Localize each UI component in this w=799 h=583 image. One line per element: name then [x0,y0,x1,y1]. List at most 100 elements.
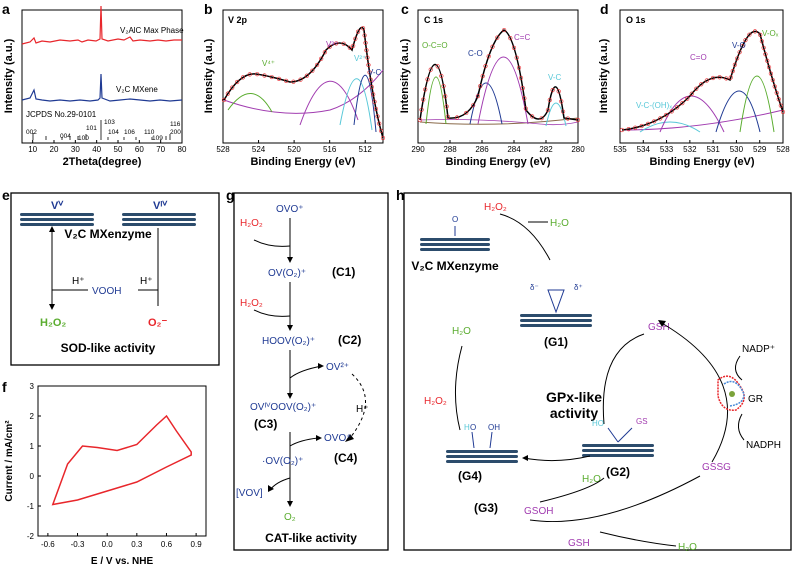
h-arrow-g1-g2 [602,333,645,425]
raw-data-point [341,41,346,46]
raw-data-point [545,108,551,113]
g-c3-species: OVᴵⱽOOV(O₂)⁺ [250,402,316,413]
x-tick-label: 532 [683,145,697,154]
h-nadp: NADP⁺ [742,344,775,355]
raw-data-point [423,87,428,92]
h-h2o-a: H₂O [550,218,569,229]
raw-data-point [362,33,367,38]
g-vov: [VOV] [236,488,263,499]
b-fit [223,26,384,139]
raw-data-point [360,26,366,31]
series-v2alc [21,5,182,45]
raw-data-point [298,77,303,82]
d-fit [621,30,784,131]
sheet-right [122,213,196,226]
raw-data-point [699,82,704,87]
c-peak-co [469,82,503,125]
g-c1-species: OV(O₂)⁺ [268,268,306,279]
x-tick-label: 524 [252,145,266,154]
raw-data-point [353,36,358,41]
raw-data-point [730,68,735,74]
e-arrowhead-up [49,226,55,232]
c-label-ocoo: O-C=O [422,41,448,50]
raw-data-point [522,96,527,101]
panel-a-xrd-chart: V₂AlC Max Phase V₂C MXene JCPDS No.29-01… [3,5,187,168]
h-h2o-c: H₂O [582,474,601,485]
h-arrowhead-g2-g4 [522,455,528,461]
raw-data-point [378,128,384,133]
panel-h-label: h [396,187,405,203]
x-tick-label: 282 [539,145,553,154]
panel-d-title: O 1s [626,15,646,25]
d-label-vo: V-O [732,41,746,50]
x-tick-label: 512 [359,145,373,154]
panel-e-sod: Vⱽ Vᴵⱽ V₂C MXenzyme H⁺ H⁺ VOOH H₂O₂ O₂⁻ … [10,192,220,366]
h-enzyme-label: V₂C MXenzyme [411,259,499,273]
raw-data-point [575,117,581,123]
g-c2-label: (C2) [338,333,361,347]
c-peak-ocoo [425,76,447,125]
peak-100: 100 [78,135,89,142]
h-arrow-left [455,345,463,431]
raw-data-point [464,110,469,116]
g-o2: O₂ [284,512,296,523]
y-tick-label: 1 [30,442,35,451]
raw-data-point [732,62,737,67]
panel-d-xticks: 535 534 533 532 531 530 529 528 [613,140,790,154]
d-label-cvoh: V-C-(OH)ₓ [636,101,672,110]
jcpds-label: JCPDS No.29-0101 [26,110,97,119]
raw-data-point [759,39,765,44]
panel-a-frame [21,9,183,144]
raw-data-point [743,38,748,43]
raw-data-point [475,94,481,99]
raw-data-point [704,78,709,83]
x-tick-label: 40 [92,145,101,154]
h-g4-o: O [470,423,476,432]
raw-data-point [559,99,564,104]
raw-data-point [478,84,483,89]
x-tick-label: 516 [323,145,337,154]
raw-data-point [428,67,433,72]
x-tick-label: 530 [730,145,744,154]
x-tick-label: 0.0 [102,540,114,549]
peak-004: 004 [60,133,71,140]
g-hplus: H⁺ [356,404,369,415]
raw-data-point [435,64,440,69]
panel-h-frame [403,192,792,551]
raw-data-point [565,116,570,121]
g-curve-2 [253,309,291,317]
raw-data-point [373,106,379,112]
raw-data-point [508,36,513,41]
g-c2-species: HOOV(O₂)⁺ [262,336,315,347]
raw-data-point [319,56,324,61]
raw-data-point [372,99,377,104]
panel-c-xticks: 290 288 286 284 282 280 [411,140,585,154]
v2c-label: V₂C MXene [116,85,158,94]
raw-data-point [663,112,669,118]
h-g2-gs: GS [636,417,648,426]
panel-g-frame [233,192,389,551]
x-tick-label: 520 [287,145,301,154]
panel-e-label: e [2,187,10,203]
panel-a-xticks: 10 20 30 40 50 60 70 80 [28,140,187,154]
v5-label: Vⱽ [51,200,64,212]
panel-f-label: f [2,379,7,395]
b-label-vc: V-C [368,68,382,77]
panel-b-title: V 2p [228,15,248,25]
x-tick-label: 534 [637,145,651,154]
x-tick-label: 10 [28,145,37,154]
raw-data-point [761,45,766,50]
raw-data-point [443,94,448,99]
g-title: CAT-like activity [265,531,357,545]
panel-a-label: a [2,1,10,17]
h-nadp-arrow [735,355,743,381]
raw-data-point [669,109,674,114]
raw-data-point [710,75,716,81]
c-label-cc: C=C [514,33,530,42]
raw-data-point [375,114,380,119]
raw-data-point [334,41,339,46]
panel-c-title: C 1s [424,15,443,25]
panel-d-xlabel: Binding Energy (eV) [649,156,754,168]
e-hplus-left: H⁺ [72,276,85,287]
